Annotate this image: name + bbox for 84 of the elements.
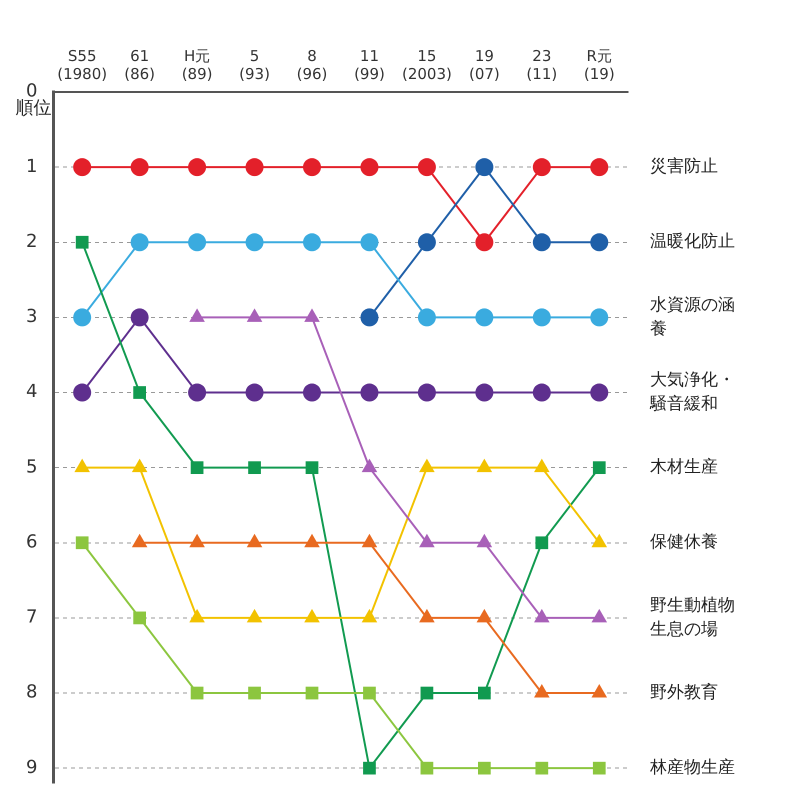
point	[478, 686, 491, 700]
x-tick-label: 61 (86)	[124, 46, 156, 83]
text: 木材生産	[650, 457, 718, 478]
point	[360, 158, 378, 176]
point	[532, 158, 551, 176]
point	[532, 384, 551, 402]
text: 保健休養	[650, 532, 718, 552]
point	[246, 233, 264, 252]
x-tick-label: S55 (1980)	[57, 46, 108, 83]
point	[475, 158, 494, 176]
point	[475, 233, 494, 252]
point	[590, 384, 608, 402]
point	[306, 461, 318, 474]
point	[133, 386, 146, 399]
point	[246, 158, 264, 176]
text: 水資源の涵養	[650, 294, 735, 339]
point	[303, 158, 321, 176]
text: 野外教育	[650, 682, 718, 702]
y-tick-label: 3	[26, 306, 38, 328]
point	[363, 762, 376, 775]
text: 大気浄化・騒音緩和	[649, 370, 735, 414]
point	[73, 384, 92, 402]
point	[592, 762, 606, 775]
point	[190, 461, 204, 474]
point	[360, 308, 378, 326]
point	[188, 158, 206, 176]
point	[420, 686, 434, 700]
x-tick-label: R元 (19)	[584, 46, 615, 83]
point	[535, 536, 548, 550]
point	[360, 384, 378, 402]
point	[76, 236, 89, 249]
x-tick-label: 5 (93)	[239, 46, 270, 83]
point	[306, 686, 318, 700]
y-tick-label: 2	[26, 230, 38, 252]
x-tick-label: 11 (99)	[354, 46, 385, 83]
point	[418, 233, 436, 252]
point	[418, 384, 436, 402]
y-tick-label: 6	[26, 531, 38, 552]
point	[420, 762, 434, 775]
point	[475, 308, 494, 326]
point	[418, 308, 436, 326]
x-tick-label: 23 (11)	[526, 46, 558, 83]
point	[73, 308, 92, 326]
point	[76, 536, 89, 550]
point	[303, 233, 321, 252]
point	[188, 384, 206, 402]
point	[418, 158, 436, 176]
point	[475, 384, 494, 402]
point	[133, 612, 146, 624]
point	[590, 308, 608, 326]
point	[248, 686, 261, 700]
point	[592, 461, 606, 474]
y-tick-label: 7	[26, 606, 38, 628]
point	[590, 158, 608, 176]
point	[130, 158, 149, 176]
y-axis-title: 順位	[15, 98, 52, 119]
point	[360, 233, 378, 252]
point	[532, 308, 551, 326]
text: 野生動植物生息の場	[650, 595, 735, 640]
x-tick-label: 19 (07)	[468, 46, 500, 83]
text: 温暖化防止	[650, 232, 735, 252]
point	[532, 233, 551, 252]
y-tick-label: 1	[26, 156, 38, 177]
x-tick-label: 15 (2003)	[402, 46, 452, 83]
text: 林産物生産	[649, 758, 735, 778]
y-tick-label: 9	[26, 756, 38, 778]
x-tick-label: 8 (96)	[296, 46, 328, 83]
point	[188, 233, 206, 252]
text: 災害防止	[650, 156, 718, 177]
point	[190, 686, 204, 700]
x-tick-label: H元 (89)	[182, 46, 212, 83]
point	[590, 233, 608, 252]
y-tick-label: 8	[26, 682, 38, 703]
y-tick-label: 4	[26, 381, 38, 402]
point	[303, 384, 321, 402]
point	[478, 762, 491, 775]
point	[363, 686, 376, 700]
point	[248, 461, 261, 474]
point	[130, 233, 149, 252]
y-tick-label: 5	[26, 456, 38, 478]
point	[246, 384, 264, 402]
point	[73, 158, 92, 176]
point	[535, 762, 548, 775]
point	[130, 308, 149, 326]
